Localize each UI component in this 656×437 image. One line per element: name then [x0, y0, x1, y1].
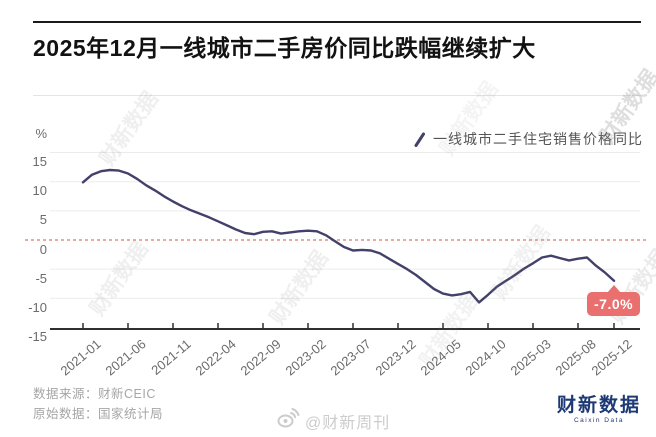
legend-line-mark-icon — [414, 132, 426, 147]
latest-value-callout: -7.0% — [587, 291, 641, 316]
callout-pointer — [607, 284, 621, 293]
title-separator — [33, 95, 641, 96]
y-tick-label: 5 — [39, 212, 47, 228]
legend-label: 一线城市二手住宅销售价格同比 — [433, 131, 643, 147]
weibo-handle-text: @财新周刊 — [305, 414, 391, 432]
caixin-data-logo-text: 财新数据 — [556, 395, 641, 416]
y-tick-label: 15 — [32, 154, 47, 170]
y-tick-label: 10 — [32, 183, 47, 199]
y-tick-label: -5 — [35, 270, 47, 286]
raw-data-source-line: 原始数据：国家统计局 — [33, 407, 164, 421]
price-yoy-line — [81, 168, 616, 304]
y-tick-label: -15 — [28, 328, 47, 344]
title-top-rule — [33, 21, 641, 23]
weibo-icon — [276, 406, 300, 435]
y-tick-label: -10 — [28, 299, 47, 315]
y-tick-label: 0 — [39, 241, 47, 257]
caixin-data-logo-subtext: Caixin Data — [573, 417, 625, 424]
page-title: 2025年12月一线城市二手房价同比跌幅继续扩大 — [33, 35, 536, 61]
legend: 一线城市二手住宅销售价格同比 — [414, 129, 643, 149]
caixin-data-logo: 财新数据 Caixin Data — [556, 395, 641, 425]
data-source-line: 数据来源：财新CEIC — [33, 387, 156, 401]
weibo-watermark: @财新周刊 — [276, 406, 390, 435]
y-axis-unit-label: % — [35, 126, 47, 141]
